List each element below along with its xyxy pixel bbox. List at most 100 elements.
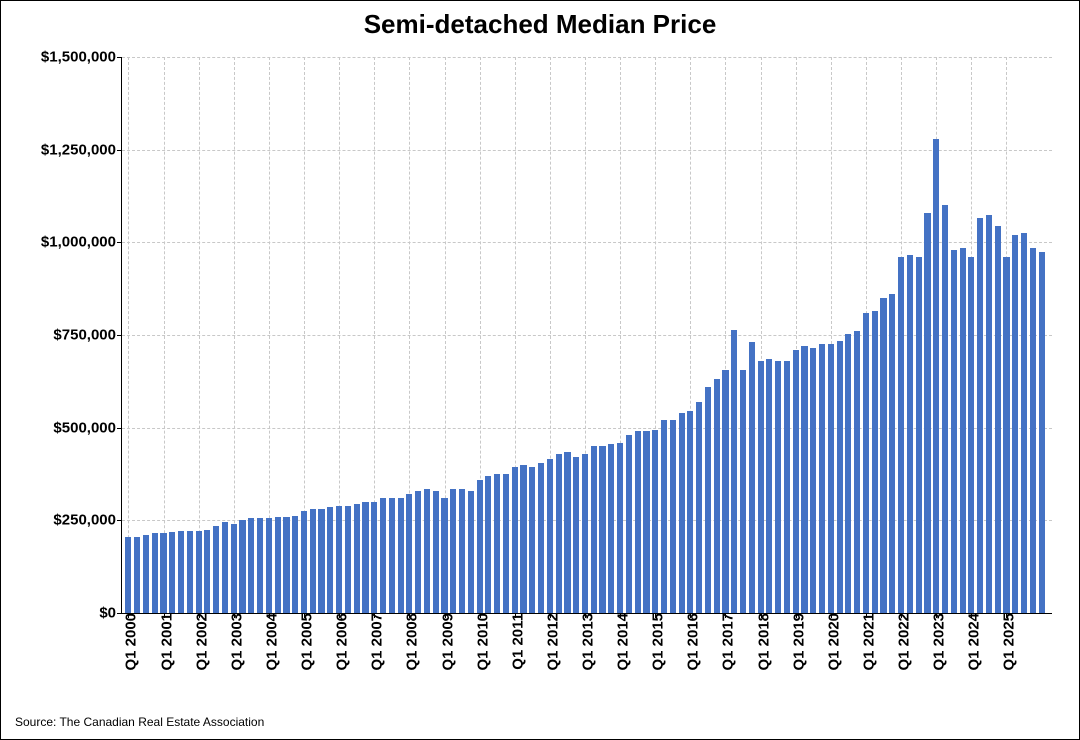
bar (661, 420, 667, 613)
bar (986, 215, 992, 613)
source-text: Source: The Canadian Real Estate Associa… (15, 715, 264, 729)
gridline-horizontal (122, 150, 1052, 151)
bar (547, 459, 553, 613)
bar (336, 506, 342, 613)
bar (450, 489, 456, 613)
bar (125, 537, 131, 613)
bar (327, 507, 333, 613)
bar (494, 474, 500, 613)
x-tick-label: Q1 2012 (538, 613, 561, 671)
bar (977, 218, 983, 613)
bar (924, 213, 930, 613)
bar (213, 526, 219, 613)
bar (916, 257, 922, 613)
x-tick-label: Q1 2013 (574, 613, 597, 671)
bar (459, 489, 465, 613)
bar (775, 361, 781, 613)
bar (318, 509, 324, 613)
bar (424, 489, 430, 613)
bar (933, 139, 939, 613)
bar (696, 402, 702, 613)
bar (187, 531, 193, 613)
bar (406, 494, 412, 613)
bar (705, 387, 711, 613)
bar (239, 520, 245, 613)
bar (801, 346, 807, 613)
gridline-horizontal (122, 242, 1052, 243)
bar (907, 255, 913, 613)
bar (837, 341, 843, 613)
bar (635, 431, 641, 613)
bar (371, 502, 377, 613)
bar (942, 205, 948, 613)
bar (819, 344, 825, 613)
bar (758, 361, 764, 613)
bar (152, 533, 158, 613)
bar (310, 509, 316, 613)
x-tick-label: Q1 2020 (819, 613, 842, 671)
y-tick-label: $1,500,000 (41, 49, 122, 66)
bar (564, 452, 570, 613)
bar (354, 504, 360, 613)
bar (749, 342, 755, 613)
bar (722, 370, 728, 613)
x-tick-label: Q1 2001 (152, 613, 175, 671)
bar (529, 467, 535, 613)
bar (889, 294, 895, 613)
gridline-horizontal (122, 57, 1052, 58)
x-tick-label: Q1 2023 (925, 613, 948, 671)
bar (1003, 257, 1009, 613)
x-tick-label: Q1 2014 (609, 613, 632, 671)
x-tick-label: Q1 2004 (257, 613, 280, 671)
bar (731, 330, 737, 613)
bar (275, 517, 281, 613)
x-tick-label: Q1 2008 (398, 613, 421, 671)
bar (134, 537, 140, 613)
bar (248, 518, 254, 613)
bar (415, 491, 421, 613)
bar (503, 474, 509, 613)
bar (204, 530, 210, 613)
bar (433, 491, 439, 613)
bar (643, 431, 649, 613)
bar (1030, 248, 1036, 613)
bar (951, 250, 957, 613)
bar (512, 467, 518, 613)
bar (872, 311, 878, 613)
bar (538, 463, 544, 613)
bar (389, 498, 395, 613)
chart-frame: Semi-detached Median Price $0$250,000$50… (0, 0, 1080, 740)
x-tick-label: Q1 2002 (187, 613, 210, 671)
bar (266, 518, 272, 613)
x-tick-label: Q1 2022 (890, 613, 913, 671)
bar (740, 370, 746, 613)
gridline-vertical (128, 57, 129, 613)
bar (960, 248, 966, 613)
bar (196, 531, 202, 613)
bar (599, 446, 605, 613)
bar (626, 435, 632, 613)
x-tick-label: Q1 2011 (503, 613, 526, 670)
bar (573, 457, 579, 613)
x-tick-label: Q1 2009 (433, 613, 456, 671)
bar (231, 524, 237, 613)
y-tick-label: $500,000 (53, 419, 122, 436)
x-tick-label: Q1 2018 (749, 613, 772, 671)
bar (793, 350, 799, 613)
bar (687, 411, 693, 613)
bar (845, 334, 851, 613)
x-tick-label: Q1 2016 (679, 613, 702, 671)
bar (485, 476, 491, 613)
x-tick-label: Q1 2007 (363, 613, 386, 671)
bar (617, 443, 623, 614)
y-tick-label: $1,250,000 (41, 141, 122, 158)
bar (670, 420, 676, 613)
bar (652, 430, 658, 613)
bar (1012, 235, 1018, 613)
bar (178, 531, 184, 613)
x-tick-label: Q1 2006 (328, 613, 351, 671)
bar (398, 498, 404, 613)
bar (995, 226, 1001, 613)
bar (169, 532, 175, 613)
bar (854, 331, 860, 613)
